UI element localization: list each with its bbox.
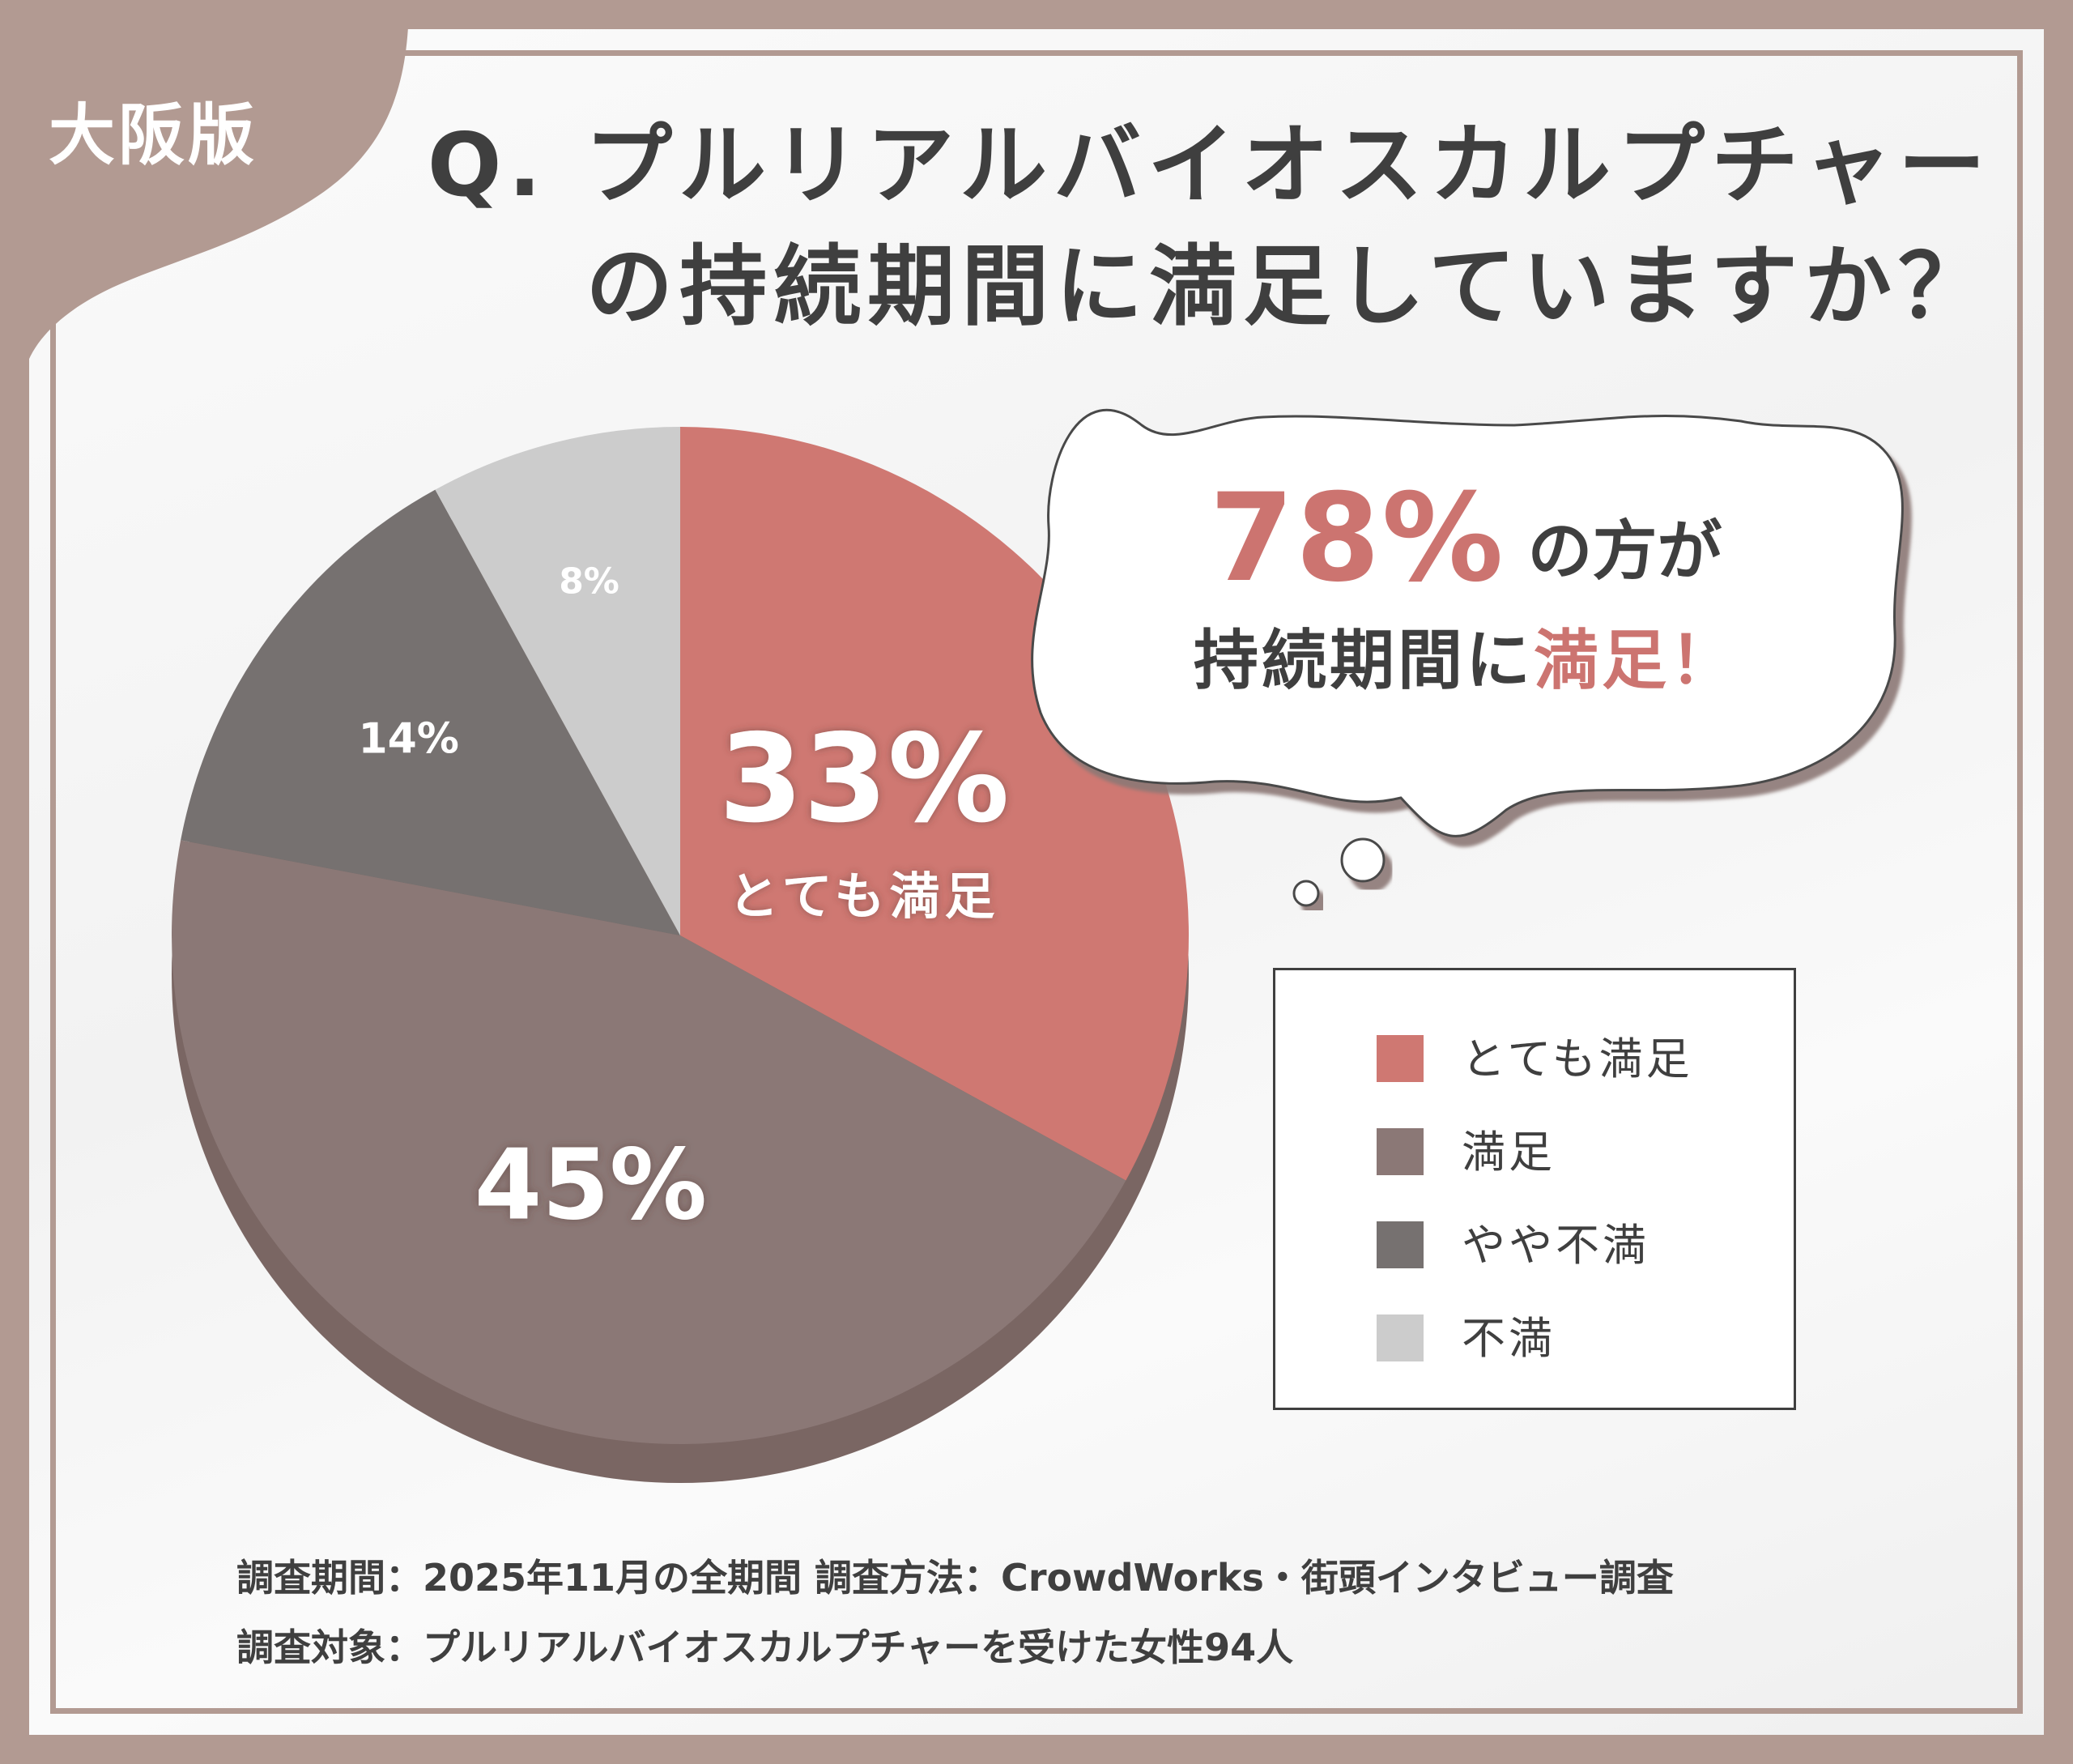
- legend-label: やや不満: [1462, 1220, 1649, 1271]
- pie-slice: [181, 489, 681, 935]
- callout-line2-prefix: 持続期間に: [1194, 623, 1534, 698]
- legend-swatch: [1377, 1035, 1424, 1082]
- survey-note-line-1: 調査期間：2025年11月の全期間 調査方法：CrowdWorks・街頭インタビ…: [236, 1556, 1674, 1600]
- legend-label: 満足: [1462, 1127, 1556, 1178]
- callout-text: 78% の方が 持続期間に満足！: [1061, 478, 1871, 709]
- slice-value-label: 33%: [719, 709, 1010, 850]
- callout-line2-highlight: 満足！: [1534, 623, 1738, 698]
- legend-swatch: [1377, 1221, 1424, 1268]
- legend-swatch: [1377, 1128, 1424, 1175]
- survey-notes: 調査期間：2025年11月の全期間 調査方法：CrowdWorks・街頭インタビ…: [236, 1543, 1674, 1682]
- inner-frame: [50, 50, 2023, 1714]
- legend-swatch: [1377, 1314, 1424, 1361]
- bubble-dot-small: [1292, 880, 1320, 907]
- callout-line-2: 持続期間に満足！: [1061, 612, 1871, 709]
- bubble-shape: [1031, 408, 1904, 837]
- slice-category-label: とても満足: [729, 867, 1000, 926]
- pie-slice: [435, 427, 680, 935]
- survey-note-line-2: 調査対象：プルリアルバイオスカルプチャーを受けた女性94人: [236, 1626, 1294, 1669]
- title-line-1: Q. プルリアルバイオスカルプチャー: [427, 115, 1992, 216]
- slice-value-label: 8%: [559, 560, 619, 602]
- pie-labels: 33% とても満足 45% 14% 8%: [358, 560, 1009, 1242]
- callout-line-1: 78% の方が: [1061, 478, 1871, 612]
- corner-tab: [0, 0, 409, 373]
- callout-suffix: の方が: [1527, 513, 1722, 589]
- legend-label: とても満足: [1462, 1033, 1693, 1084]
- chart-legend: とても満足 満足 やや不満 不満: [1273, 968, 1796, 1410]
- bubble-dot-large: [1340, 837, 1386, 883]
- region-badge: 大阪版: [49, 97, 258, 174]
- legend-label: 不満: [1462, 1313, 1556, 1364]
- title-line-2: の持続期間に満足していますか？: [585, 236, 1992, 338]
- pie-slices: [171, 427, 1189, 1444]
- pie-slice: [171, 840, 1126, 1444]
- callout-percent: 78%: [1209, 468, 1505, 609]
- slice-value-label: 45%: [475, 1129, 707, 1242]
- slice-value-label: 14%: [358, 715, 458, 764]
- page-title: Q. プルリアルバイオスカルプチャー の持続期間に満足していますか？: [372, 105, 1992, 348]
